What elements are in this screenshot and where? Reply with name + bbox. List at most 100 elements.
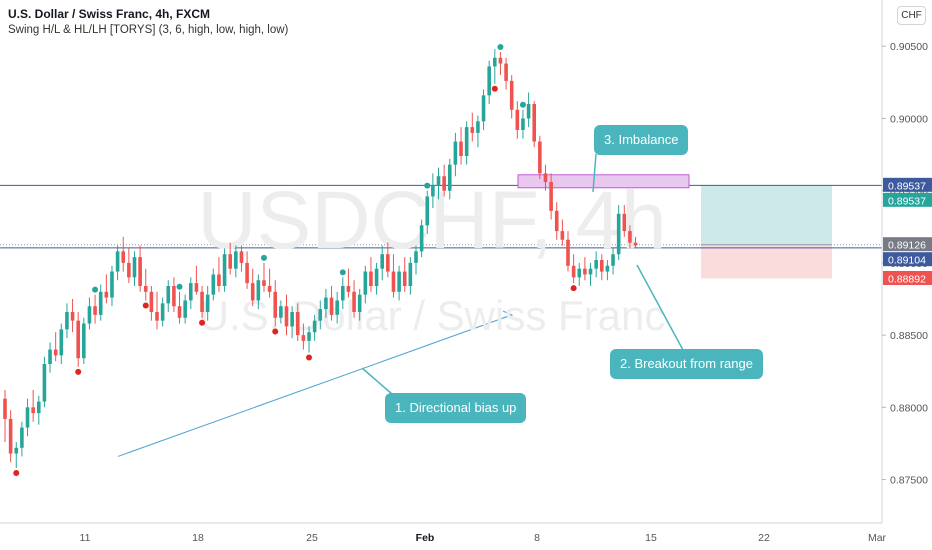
candle-body xyxy=(301,335,306,341)
candle xyxy=(583,257,587,281)
swing-low-marker xyxy=(272,328,279,335)
candle xyxy=(521,109,525,139)
candle-body xyxy=(222,254,227,286)
callout-imbalance: 3. Imbalance xyxy=(594,125,689,155)
candle-body xyxy=(200,291,204,312)
candle-body xyxy=(70,312,75,321)
candle-body xyxy=(217,274,221,286)
candle-body xyxy=(493,57,497,67)
price-label-bg xyxy=(883,252,932,267)
candle xyxy=(346,268,351,298)
candle-body xyxy=(98,291,103,315)
swing-high-marker xyxy=(519,101,526,108)
candle-body xyxy=(115,251,120,272)
candle-body xyxy=(324,297,328,310)
candle-body xyxy=(442,176,446,191)
candle xyxy=(273,280,278,327)
candle xyxy=(166,280,171,312)
x-tick-label: 11 xyxy=(80,532,91,544)
swing-low-marker xyxy=(570,285,577,292)
candle-body xyxy=(504,63,508,81)
candle xyxy=(295,303,300,341)
candle xyxy=(160,297,165,327)
stop-zone[interactable] xyxy=(701,244,832,279)
candle-body xyxy=(380,254,385,269)
swing-low-marker xyxy=(75,368,82,375)
candle xyxy=(554,202,559,240)
price-axis-label: 0.89104 xyxy=(883,252,932,267)
candle xyxy=(36,395,41,425)
trendline-arrow xyxy=(502,310,514,319)
swing-low-marker xyxy=(306,354,313,361)
callout-pointer-directional xyxy=(361,367,393,395)
candle-body xyxy=(132,257,137,278)
price-label-text: 0.88892 xyxy=(888,273,926,285)
candle-body xyxy=(290,312,294,327)
x-tick-label: 18 xyxy=(192,532,204,544)
candle-body xyxy=(571,265,576,278)
candle xyxy=(205,286,210,321)
candle xyxy=(59,323,64,364)
candle xyxy=(391,254,396,298)
candle-body xyxy=(20,427,24,448)
trendline[interactable] xyxy=(117,314,513,457)
candle xyxy=(155,291,159,330)
candle xyxy=(633,236,638,249)
candle xyxy=(307,326,311,353)
candle-body xyxy=(284,306,289,327)
candle xyxy=(628,225,632,249)
candle-body xyxy=(245,262,249,284)
candle-body xyxy=(149,291,154,312)
candle-body xyxy=(408,262,413,286)
candle xyxy=(250,268,255,307)
candle xyxy=(93,294,97,324)
imbalance-zone[interactable] xyxy=(517,174,690,189)
x-tick-label: 22 xyxy=(758,532,770,544)
candle xyxy=(31,390,35,422)
price-label-text: 0.89104 xyxy=(888,255,926,267)
candle-body xyxy=(335,300,339,315)
y-tick-label: 0.90000 xyxy=(890,113,928,125)
price-label-bg xyxy=(883,177,932,192)
candle-body xyxy=(526,104,531,119)
candle-body xyxy=(447,164,452,191)
candle xyxy=(149,286,154,321)
candle xyxy=(262,262,266,292)
candle xyxy=(82,317,86,364)
candle xyxy=(87,297,92,330)
candle-body xyxy=(594,260,598,269)
candles-layer xyxy=(3,49,638,468)
currency-button[interactable]: CHF xyxy=(897,6,926,25)
candle-body xyxy=(87,306,92,324)
swing-low-marker xyxy=(199,319,206,326)
target-zone[interactable] xyxy=(701,185,832,245)
candle xyxy=(8,410,13,463)
candle xyxy=(560,219,565,246)
swing-high-marker xyxy=(176,283,183,290)
candle xyxy=(487,60,491,104)
candle-body xyxy=(188,283,193,301)
candle xyxy=(397,265,401,301)
candle xyxy=(571,254,576,284)
candle-body xyxy=(329,297,334,315)
candle-body xyxy=(476,121,480,133)
candle xyxy=(312,314,317,341)
annotations-layer xyxy=(361,153,684,395)
candle xyxy=(453,132,458,177)
candle xyxy=(115,245,120,281)
candle xyxy=(290,306,294,338)
indicator-legend[interactable]: Swing H/L & HL/LH [TORYS] (3, 6, high, l… xyxy=(8,24,289,36)
candle xyxy=(279,300,283,324)
candle xyxy=(425,190,430,234)
candle xyxy=(588,262,593,286)
candle xyxy=(318,300,323,330)
candle-body xyxy=(352,291,356,312)
candle-body xyxy=(42,364,47,402)
candle-body xyxy=(419,225,424,252)
y-tick-label: 0.88500 xyxy=(890,330,928,342)
candle xyxy=(324,288,328,318)
candle xyxy=(436,167,441,200)
candle-body xyxy=(470,127,475,133)
candle xyxy=(611,248,615,275)
